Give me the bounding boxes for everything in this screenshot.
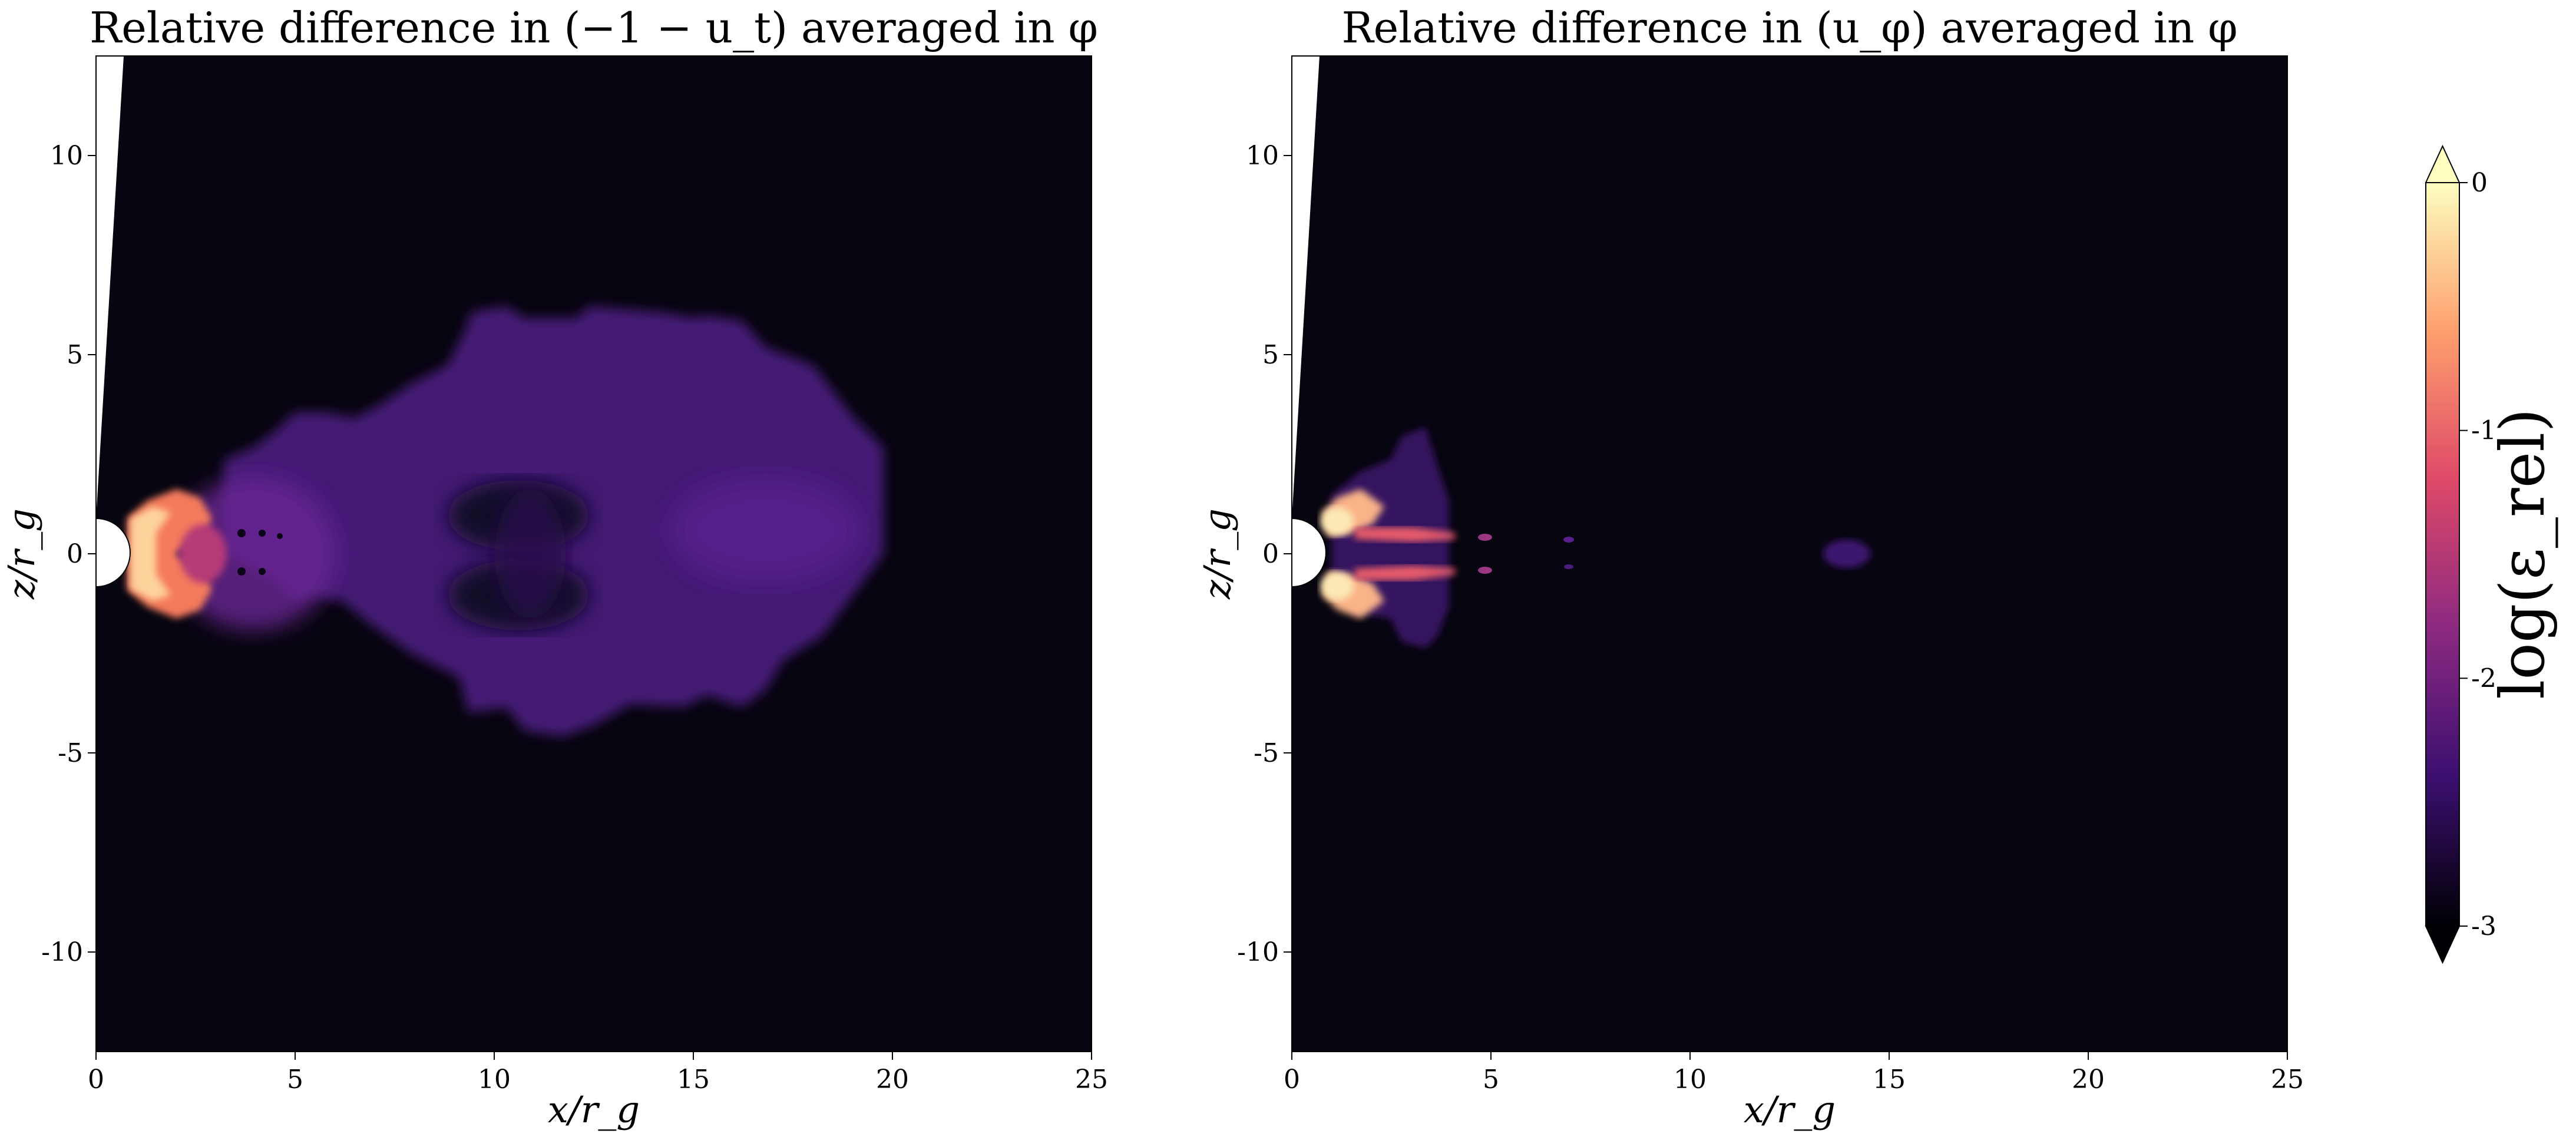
knot <box>1563 537 1574 543</box>
polar-wedge <box>1292 56 1320 518</box>
y-tick-label: -5 <box>58 738 83 768</box>
x-tick-label: 0 <box>88 1065 104 1095</box>
y-tick-label: 10 <box>1246 141 1279 171</box>
panel-left-title: Relative difference in (−1 − u_t) averag… <box>90 3 1098 52</box>
speck <box>259 530 266 537</box>
speck <box>277 533 283 539</box>
hot-jet-core <box>131 507 171 601</box>
colorbar-extend-min <box>2425 926 2461 964</box>
tendril-upper <box>1355 527 1455 542</box>
inner-lobe <box>171 477 336 630</box>
speck <box>237 529 246 537</box>
xlabel-right: x/r_g <box>1744 1088 1836 1131</box>
y-tick-label: 10 <box>50 141 83 171</box>
distant-blob <box>1823 540 1870 568</box>
hot-jet-tail <box>180 524 227 583</box>
x-tick-label: 15 <box>677 1065 710 1095</box>
colorbar-extend-max <box>2425 144 2461 183</box>
xlabel-left: x/r_g <box>548 1088 640 1131</box>
y-tick-label: 5 <box>1262 340 1279 370</box>
ylabel-left: z/r_g <box>0 508 43 600</box>
x-tick-label: 15 <box>1873 1065 1906 1095</box>
colorbar-tick-label: -2 <box>2471 663 2496 693</box>
panel-right: Relative difference in (u_φ) averaged in… <box>1196 3 2304 1131</box>
knot <box>1478 567 1492 574</box>
x-tick-label: 20 <box>876 1065 909 1095</box>
heatmap-right <box>1292 56 2287 1052</box>
x-tick-label: 0 <box>1284 1065 1300 1095</box>
event-horizon <box>96 517 131 588</box>
x-tick-label: 10 <box>478 1065 511 1095</box>
hot-core-lower <box>1321 572 1354 600</box>
panel-right-title: Relative difference in (u_φ) averaged in… <box>1341 3 2237 52</box>
colorbar-tick-label: 0 <box>2471 168 2488 198</box>
polar-wedge <box>96 56 124 518</box>
ticks-right: 0 5 10 15 20 25 10 5 0 -5 -10 <box>1237 141 2304 1095</box>
hot-core-upper <box>1321 507 1354 536</box>
ylabel-right: z/r_g <box>1196 508 1239 600</box>
colorbar-bar <box>2425 182 2460 927</box>
tendril-lower <box>1355 566 1455 580</box>
x-tick-label: 20 <box>2072 1065 2105 1095</box>
x-tick-label: 5 <box>287 1065 303 1095</box>
void-center <box>495 489 566 619</box>
y-tick-label: -5 <box>1254 738 1279 768</box>
heatmap-right-background <box>1292 56 2287 1052</box>
x-tick-label: 25 <box>1075 1065 1108 1095</box>
colorbar: 0 -1 -2 -3 log(ε_rel) <box>2425 144 2558 964</box>
knot <box>1478 534 1492 541</box>
x-tick-label: 5 <box>1483 1065 1499 1095</box>
knot <box>1564 564 1573 569</box>
event-horizon <box>1292 517 1327 588</box>
x-tick-label: 25 <box>2271 1065 2304 1095</box>
colorbar-label: log(ε_rel) <box>2486 408 2558 699</box>
colorbar-tick-label: -1 <box>2471 416 2496 446</box>
y-tick-label: 0 <box>67 539 83 569</box>
speck <box>259 568 266 575</box>
heatmap-left <box>96 56 1092 1052</box>
ticks-left: 0 5 10 15 20 25 10 5 0 -5 -10 <box>41 141 1108 1095</box>
x-tick-label: 10 <box>1674 1065 1707 1095</box>
y-tick-label: 5 <box>67 340 83 370</box>
y-tick-label: -10 <box>41 937 83 967</box>
colorbar-ticks: 0 -1 -2 -3 <box>2459 168 2496 941</box>
speck <box>237 567 246 576</box>
y-tick-label: -10 <box>1237 937 1279 967</box>
colorbar-tick-label: -3 <box>2471 911 2496 941</box>
central-lobe <box>672 477 860 583</box>
panel-left: Relative difference in (−1 − u_t) averag… <box>0 3 1108 1131</box>
y-tick-label: 0 <box>1262 539 1279 569</box>
